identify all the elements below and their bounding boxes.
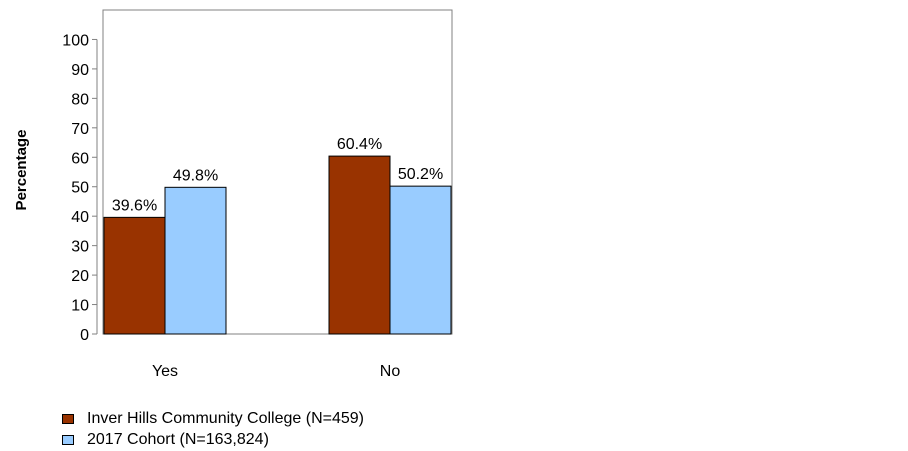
bar-yes-series-1	[164, 186, 227, 335]
x-axis: Yes No	[152, 363, 400, 380]
legend-item-series-0: Inver Hills Community College (N=459)	[62, 408, 364, 429]
y-axis: 0 10 20 30 40 50 60 70 80 90 100	[62, 32, 98, 344]
bar-no-series-1	[389, 185, 452, 335]
data-label-yes-series-0: 39.6%	[112, 197, 157, 214]
x-category-label-yes: Yes	[152, 363, 178, 380]
legend: Inver Hills Community College (N=459) 20…	[62, 408, 364, 450]
y-tick-label-20: 20	[71, 268, 89, 285]
bar-yes-series-0	[103, 216, 166, 335]
bars: 39.6% 49.8% 60.4% 50.2%	[103, 136, 452, 335]
y-tick-label-60: 60	[71, 150, 89, 167]
y-tick-label-40: 40	[71, 209, 89, 226]
y-tick-label-10: 10	[71, 298, 89, 315]
y-tick-label-0: 0	[80, 327, 89, 344]
y-tick-label-80: 80	[71, 91, 89, 108]
data-label-no-series-0: 60.4%	[337, 136, 382, 153]
legend-item-series-1: 2017 Cohort (N=163,824)	[62, 429, 364, 450]
plot-frame	[102, 9, 453, 335]
data-label-no-series-1: 50.2%	[398, 166, 443, 183]
y-tick-label-70: 70	[71, 121, 89, 138]
y-tick-label-90: 90	[71, 62, 89, 79]
data-label-yes-series-1: 49.8%	[173, 167, 218, 184]
legend-label-series-0: Inver Hills Community College (N=459)	[87, 409, 364, 427]
bar-chart: 0 10 20 30 40 50 60 70 80 90 100 39.6% 49.8% 60.4% 50…	[13, 9, 453, 380]
bar-no-series-0	[328, 155, 391, 335]
legend-label-series-1: 2017 Cohort (N=163,824)	[87, 430, 269, 448]
y-axis-title: Percentage	[13, 130, 30, 211]
y-tick-label-30: 30	[71, 239, 89, 256]
legend-swatch-series-0	[62, 413, 74, 424]
x-category-label-no: No	[380, 363, 401, 380]
legend-swatch-series-1	[62, 434, 74, 445]
y-tick-label-100: 100	[62, 32, 89, 49]
y-tick-label-50: 50	[71, 180, 89, 197]
